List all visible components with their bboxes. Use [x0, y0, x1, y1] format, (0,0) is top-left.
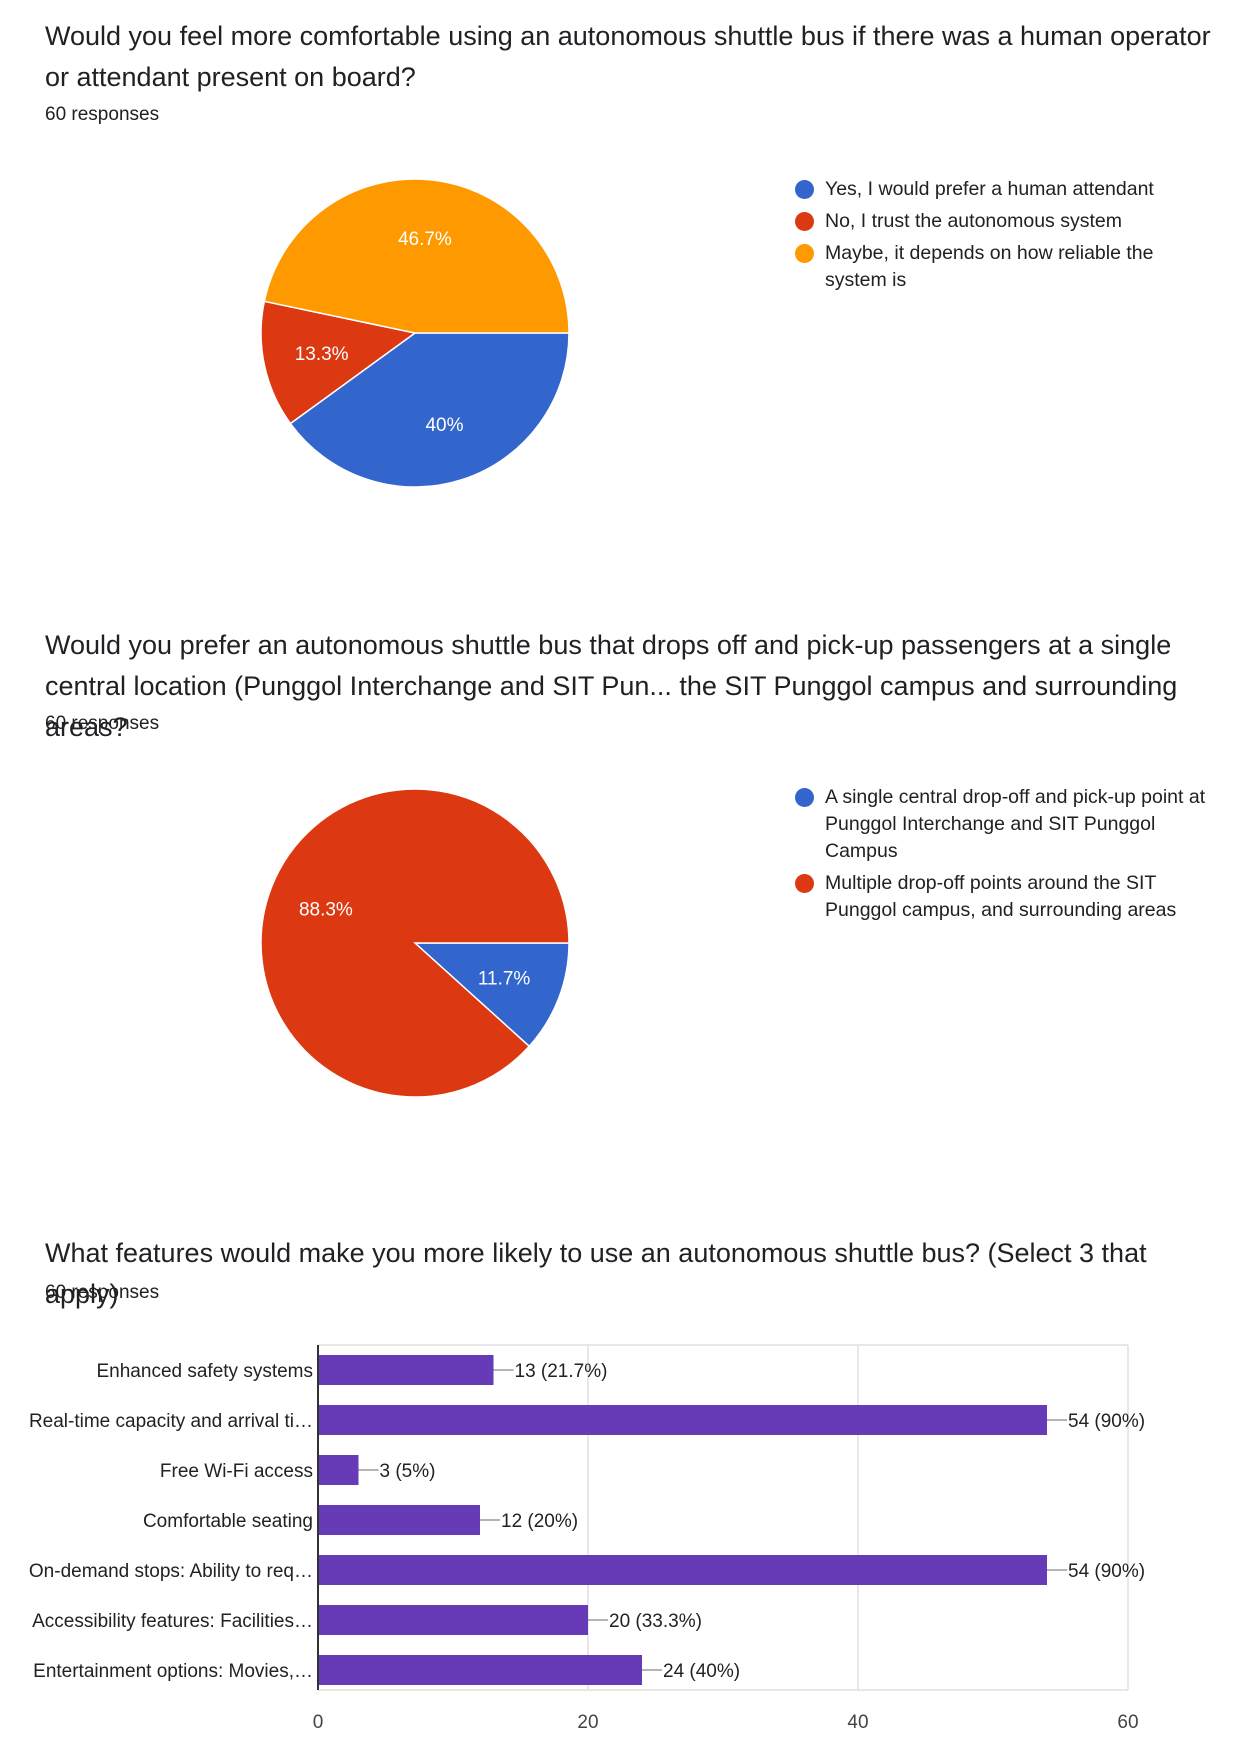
bar-6: [318, 1655, 642, 1685]
bar-xtick-label-0: 0: [313, 1712, 324, 1733]
question-3-title: What features would make you more likely…: [45, 1238, 1147, 1309]
pie-1-legend-item-2: Maybe, it depends on how reliable the sy…: [795, 240, 1215, 294]
pie-2-legend-item-0: A single central drop-off and pick-up po…: [795, 784, 1215, 865]
question-2-title: Would you prefer an autonomous shuttle b…: [45, 630, 1178, 742]
pie-2-legend-swatch-0: [795, 788, 814, 807]
question-1-section: Would you feel more comfortable using an…: [0, 0, 1240, 560]
pie-chart-2: 11.7% 88.3%: [260, 788, 570, 1098]
bar-category-label-1: Real-time capacity and arrival ti…: [29, 1411, 313, 1432]
pie-2-slice-1: [260, 788, 570, 1098]
bar-category-label-3: Comfortable seating: [143, 1511, 313, 1532]
bar-1: [318, 1405, 1047, 1435]
pie-chart-1-legend: Yes, I would prefer a human attendant No,…: [795, 176, 1215, 299]
bar-chart-features: 0 20 40 60 Enhanced safety systems 13 (21.7%)…: [29, 1344, 1145, 1733]
bar-xtick-label-3: 60: [1117, 1712, 1138, 1733]
bar-2: [318, 1455, 359, 1485]
bar-0-data-label: 13 (21.7%): [515, 1361, 608, 1382]
pie-1-slice-2: [263, 178, 570, 334]
question-1-response-count: 60 responses: [45, 104, 160, 125]
bar-3: [318, 1505, 480, 1535]
bar-5: [318, 1605, 588, 1635]
bar-xtick-label-1: 20: [577, 1712, 598, 1733]
pie-1-slice-0: [289, 332, 570, 488]
bar-category-label-4: On-demand stops: Ability to req…: [29, 1561, 313, 1582]
pie-1-legend-swatch-1: [795, 212, 814, 231]
bar-6-data-label: 24 (40%): [663, 1661, 740, 1682]
bar-5-data-label: 20 (33.3%): [609, 1611, 702, 1632]
bar-0: [318, 1355, 494, 1385]
bar-1-data-label: 54 (90%): [1068, 1411, 1145, 1432]
pie-1-slice-2-label: 46.7%: [398, 229, 452, 250]
bar-3-data-label: 12 (20%): [501, 1511, 578, 1532]
question-1-title: Would you feel more comfortable using an…: [45, 21, 1211, 92]
pie-2-slice-0: [413, 942, 570, 1048]
pie-1-legend-label-0: Yes, I would prefer a human attendant: [825, 178, 1154, 200]
bar-category-label-0: Enhanced safety systems: [97, 1361, 314, 1382]
bar-category-label-2: Free Wi-Fi access: [160, 1461, 313, 1482]
bar-2-data-label: 3 (5%): [380, 1461, 436, 1482]
pie-2-legend-swatch-1: [795, 874, 814, 893]
pie-1-slice-0-label: 40%: [425, 415, 463, 436]
bar-4-data-label: 54 (90%): [1068, 1561, 1145, 1582]
pie-chart-2-legend: A single central drop-off and pick-up po…: [795, 784, 1215, 929]
pie-2-slice-0-label: 11.7%: [478, 968, 531, 989]
pie-2-legend-item-1: Multiple drop-off points around the SIT …: [795, 870, 1215, 924]
pie-1-legend-label-1: No, I trust the autonomous system: [825, 210, 1122, 232]
pie-2-legend-label-1: Multiple drop-off points around the SIT …: [825, 872, 1177, 921]
pie-1-legend-item-0: Yes, I would prefer a human attendant: [795, 176, 1215, 203]
pie-1-legend-item-1: No, I trust the autonomous system: [795, 208, 1215, 235]
pie-2-slice-1-label: 88.3%: [299, 900, 353, 921]
pie-1-slice-1-label: 13.3%: [295, 344, 349, 365]
pie-1-legend-swatch-2: [795, 244, 814, 263]
pie-1-legend-swatch-0: [795, 180, 814, 199]
bar-category-label-6: Entertainment options: Movies,…: [33, 1661, 313, 1682]
bar-4: [318, 1555, 1047, 1585]
question-3-response-count: 60 responses: [45, 1282, 160, 1303]
bar-category-label-5: Accessibility features: Facilities…: [32, 1611, 313, 1632]
bar-xtick-label-2: 40: [847, 1712, 868, 1733]
question-2-response-count: 60 responses: [45, 713, 160, 734]
pie-2-legend-label-0: A single central drop-off and pick-up po…: [825, 786, 1206, 862]
pie-1-legend-label-2: Maybe, it depends on how reliable the sy…: [825, 242, 1154, 291]
pie-chart-1: 40% 13.3% 46.7%: [260, 178, 570, 488]
question-2-section: Would you prefer an autonomous shuttle b…: [45, 630, 1215, 1098]
pie-1-slice-1: [260, 300, 417, 425]
